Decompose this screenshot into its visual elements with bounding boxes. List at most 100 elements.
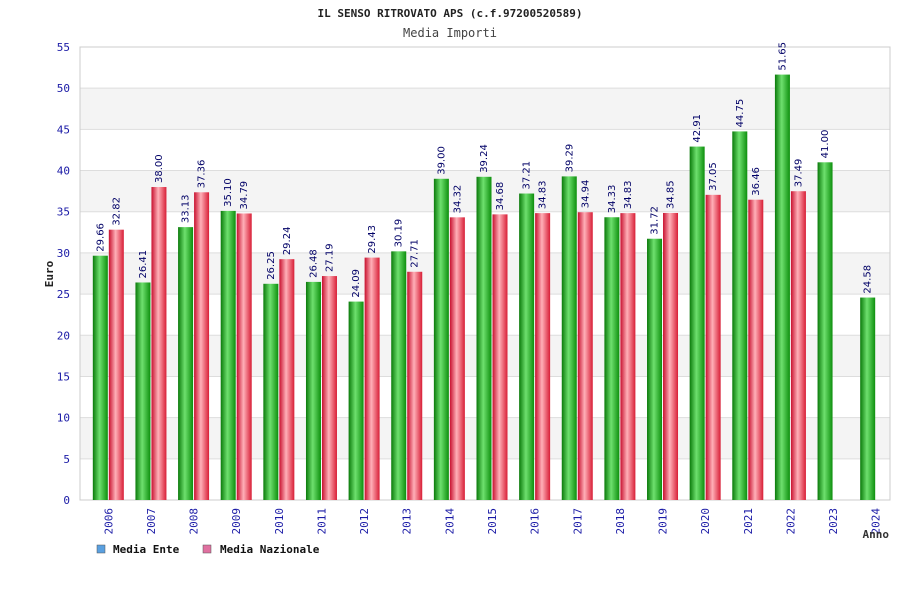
bar-value-label: 32.82 [111,197,122,226]
bar-value-label: 39.29 [564,144,575,173]
bar [348,301,364,500]
x-tick-label: 2007 [145,508,158,535]
x-tick-label: 2012 [358,508,371,535]
bar-value-label: 26.48 [308,249,319,278]
x-tick-label: 2014 [443,508,456,535]
bar [817,162,833,501]
y-tick-label: 20 [57,329,70,342]
bar [321,276,337,500]
x-tick-label: 2023 [827,508,840,535]
bar-value-label: 42.91 [692,114,703,143]
bar [476,176,492,500]
legend-swatch-media-nazionale [202,544,212,554]
bar [305,281,321,500]
bar [577,212,593,501]
bar-value-label: 34.83 [538,180,549,209]
bar-value-label: 37.49 [793,159,804,188]
grid-band [80,47,890,89]
y-tick-label: 30 [57,247,70,260]
bar [178,227,194,500]
bar-value-label: 27.71 [410,239,421,268]
bar [604,217,620,500]
x-tick-label: 2006 [102,508,115,535]
x-axis-ticks: 2006 2007 2008 2009 2010 2011 2012 2013 2014 2015… [102,508,882,535]
bar [748,199,764,500]
y-tick-label: 0 [63,494,70,507]
y-tick-label: 35 [57,206,70,219]
bar [151,187,167,500]
bar-value-label: 34.94 [580,180,591,209]
bar [108,229,124,500]
y-axis-ticks: 0 5 10 15 20 25 30 35 40 45 50 55 [57,41,70,507]
bar [194,192,210,500]
bar-value-label: 31.72 [650,206,661,235]
chart-subtitle: Media Importi [403,26,497,40]
bar-value-label: 51.65 [777,42,788,71]
x-tick-label: 2021 [742,508,755,535]
y-tick-label: 55 [57,41,70,54]
x-axis-label: Anno [863,528,890,541]
bar-value-labels: 29.66 32.82 26.41 38.00 33.13 37.36 35.10 34.79… [95,42,873,298]
bar [407,271,423,500]
bar [535,213,551,501]
bar-value-label: 35.10 [223,178,234,207]
x-tick-label: 2017 [571,508,584,535]
bar-value-label: 24.09 [351,269,362,298]
chart-title: IL SENSO RITROVATO APS (c.f.97200520589) [318,7,583,20]
bar [220,210,236,501]
y-tick-label: 50 [57,82,70,95]
bar-value-label: 38.00 [154,154,165,183]
bar-value-label: 34.83 [623,180,634,209]
bar-value-label: 34.68 [495,182,506,211]
bar [433,178,449,501]
bar-value-label: 30.19 [394,219,405,248]
y-tick-label: 15 [57,370,70,383]
bar-value-label: 36.46 [751,167,762,196]
bar-value-label: 34.79 [239,181,250,210]
bar [774,74,790,500]
legend-label-media-nazionale: Media Nazionale [220,543,320,556]
x-tick-label: 2010 [273,508,286,535]
x-tick-label: 2013 [401,508,414,535]
y-tick-label: 40 [57,165,70,178]
x-tick-label: 2015 [486,508,499,535]
x-tick-label: 2009 [230,508,243,535]
legend-swatch-media-ente [96,544,106,554]
x-tick-label: 2011 [315,508,328,535]
bar [449,217,465,500]
bar [519,193,535,500]
x-tick-label: 2008 [188,508,201,535]
bar [860,297,876,500]
grid-band [80,129,890,171]
bar [647,238,663,500]
bar-value-label: 33.13 [181,194,192,223]
bar-value-label: 26.41 [138,250,149,279]
y-tick-label: 45 [57,123,70,136]
bar [705,194,721,501]
bar-value-label: 29.24 [282,227,293,256]
x-tick-label: 2020 [699,508,712,535]
bar-value-label: 44.75 [735,99,746,128]
bar-value-label: 39.24 [479,144,490,173]
bar [92,255,108,500]
y-tick-label: 10 [57,412,70,425]
bar-value-label: 29.66 [95,223,106,252]
bar [135,282,151,500]
bar [732,131,748,500]
y-tick-label: 25 [57,288,70,301]
bar-value-label: 39.00 [436,146,447,175]
x-tick-label: 2019 [657,508,670,535]
bar [263,283,279,500]
grid-band [80,88,890,130]
bar [620,213,636,501]
legend: Media Ente Media Nazionale [96,543,320,556]
y-axis-label: Euro [43,260,56,287]
bar [391,251,407,500]
bar-value-label: 37.36 [197,160,208,189]
bar-value-label: 41.00 [820,130,831,159]
bar [279,259,295,500]
bar-value-label: 34.33 [607,185,618,214]
bar-value-label: 26.25 [266,251,277,280]
bar [663,212,679,501]
